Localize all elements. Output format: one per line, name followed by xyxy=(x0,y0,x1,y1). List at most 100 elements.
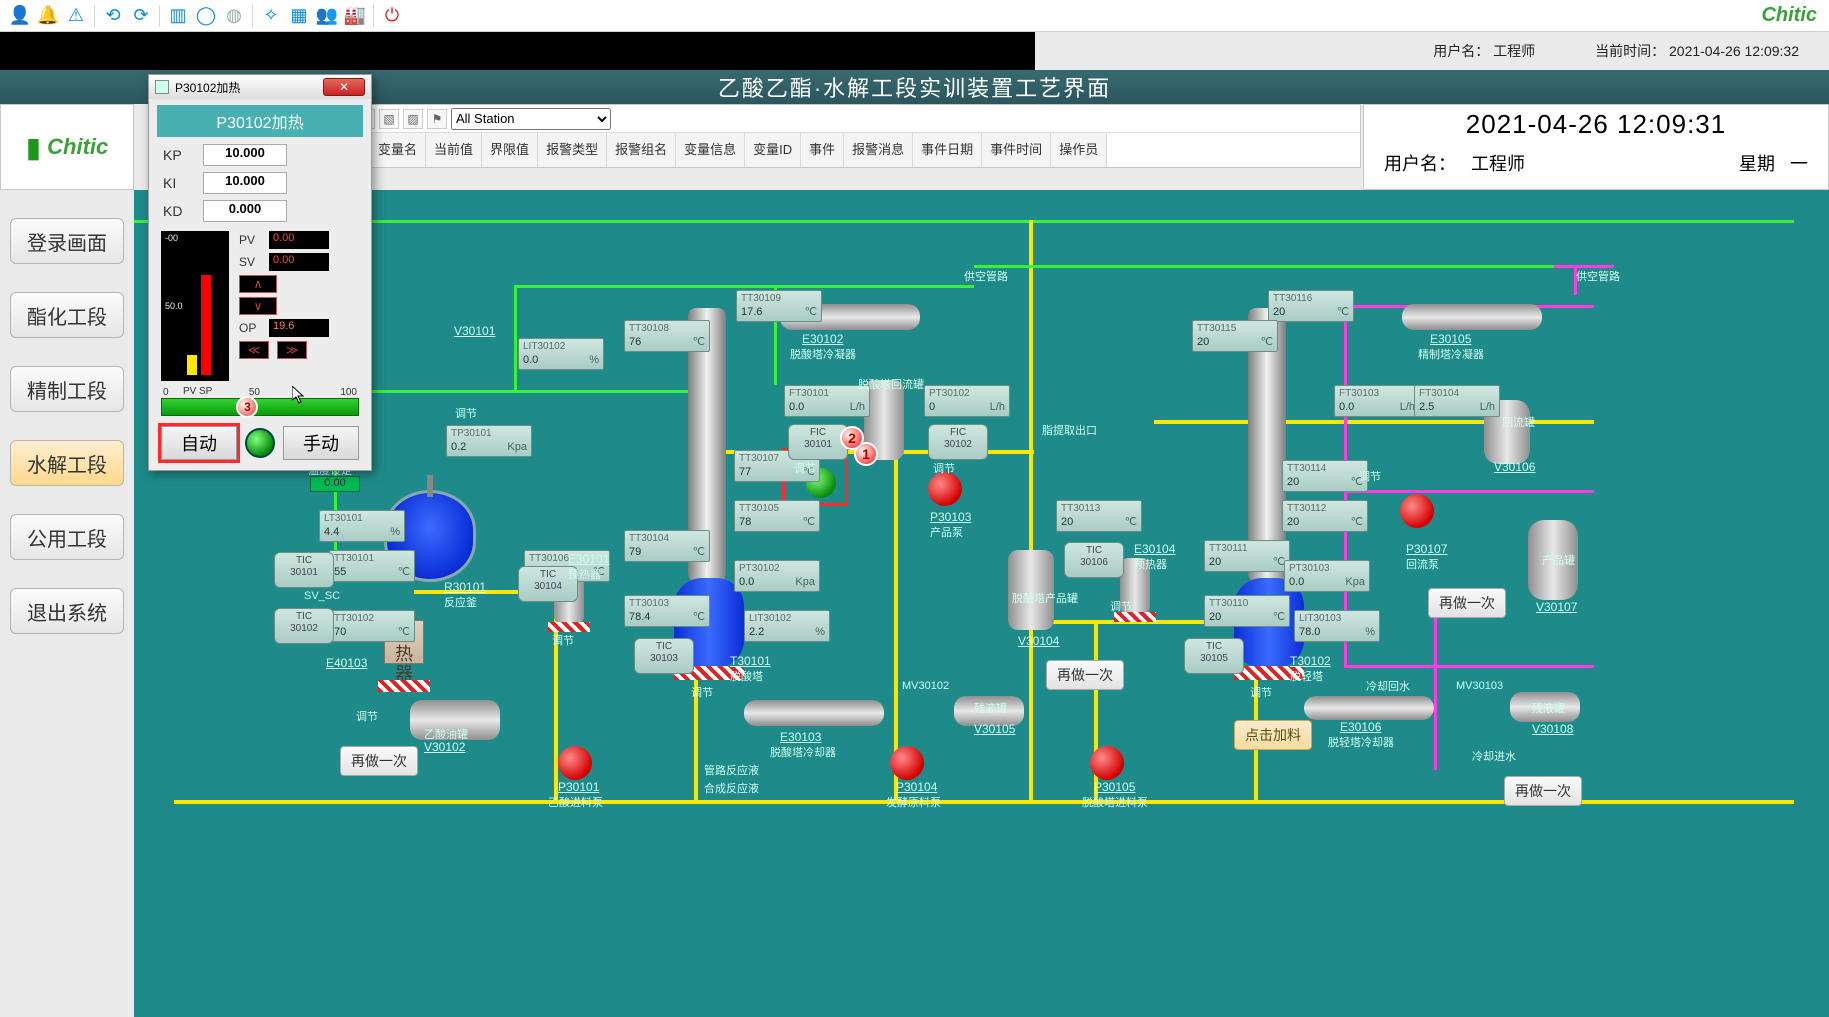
power-icon[interactable]: ⏻ xyxy=(378,2,406,30)
ctl-TIC30106[interactable]: TIC30106 xyxy=(1064,542,1124,578)
event-header[interactable]: 报警消息 xyxy=(844,133,913,167)
tag-TT30113[interactable]: TT30113 20℃ xyxy=(1056,500,1142,532)
pump-P30101[interactable] xyxy=(558,746,592,780)
nav-utility[interactable]: 公用工段 xyxy=(10,514,124,560)
tag-value: 0.0 xyxy=(1289,576,1304,590)
back-icon[interactable]: ⟲ xyxy=(99,2,127,30)
chart-icon[interactable]: ▥ xyxy=(164,2,192,30)
ctl-FIC30101[interactable]: FIC30101 xyxy=(788,424,848,460)
tag-TT30114[interactable]: TT30114 20℃ xyxy=(1282,460,1368,492)
inc-fast-icon[interactable]: ≫ xyxy=(277,341,307,359)
pump-P30107[interactable] xyxy=(1400,494,1434,528)
tag-TT30105[interactable]: TT30105 78℃ xyxy=(734,500,820,532)
auto-button[interactable]: 自动 xyxy=(161,426,237,460)
pump-P30105[interactable] xyxy=(1090,746,1124,780)
ctl-TIC30103[interactable]: TIC30103 xyxy=(634,638,694,674)
nav-ester[interactable]: 酯化工段 xyxy=(10,292,124,338)
tag-TT30109[interactable]: TT30109 17.6℃ xyxy=(736,290,822,322)
down-arrow-icon[interactable]: ∨ xyxy=(239,297,277,315)
kp-value[interactable]: 10.000 xyxy=(203,144,287,166)
tag-LIT30103[interactable]: LIT30103 78.0% xyxy=(1294,610,1380,642)
operator-icon[interactable]: 👥 xyxy=(313,2,341,30)
event-header[interactable]: 变量名 xyxy=(370,133,426,167)
tag-TT30103[interactable]: TT30103 78.4℃ xyxy=(624,595,710,627)
module-icon[interactable]: ▦ xyxy=(285,2,313,30)
event-headers: 报警时间变量名当前值界限值报警类型报警组名变量信息变量ID事件报警消息事件日期事… xyxy=(301,133,1360,167)
stop-icon[interactable]: ◯ xyxy=(192,2,220,30)
network-icon[interactable]: ✧ xyxy=(257,2,285,30)
event-tool-icon[interactable]: ▨ xyxy=(403,109,423,129)
event-header[interactable]: 报警组名 xyxy=(607,133,676,167)
equipment-label: P30107 xyxy=(1406,542,1447,556)
station-select[interactable]: All Station xyxy=(451,108,611,130)
redo-button[interactable]: 再做一次 xyxy=(340,746,418,776)
tag-TP30101[interactable]: TP30101 0.2Kpa xyxy=(446,425,532,457)
nav-logo: ▮ Chitic xyxy=(0,104,134,190)
nav-exit[interactable]: 退出系统 xyxy=(10,588,124,634)
tag-TT30102[interactable]: TT30102 70℃ xyxy=(329,610,415,642)
load-material-button[interactable]: 点击加料 xyxy=(1234,720,1312,750)
gauge-area: -00 50.0 PV SP PV0.00 SV0.00 ∧ ∨ OP19.6 … xyxy=(149,225,371,383)
tag-TT30112[interactable]: TT30112 20℃ xyxy=(1282,500,1368,532)
globe-icon[interactable]: ◍ xyxy=(220,2,248,30)
ki-value[interactable]: 10.000 xyxy=(203,172,287,194)
nav-hydrolysis[interactable]: 水解工段 xyxy=(10,440,124,486)
manual-button[interactable]: 手动 xyxy=(283,426,359,460)
tag-LIT30102b[interactable]: LIT30102 2.2% xyxy=(744,610,830,642)
tag-TT30108[interactable]: TT30108 76℃ xyxy=(624,320,710,352)
building-icon[interactable]: 🏭 xyxy=(341,2,369,30)
dec-fast-icon[interactable]: ≪ xyxy=(239,341,269,359)
tag-FT30104[interactable]: FT30104 2.5L/h xyxy=(1414,385,1500,417)
pump-P30103[interactable] xyxy=(928,472,962,506)
pump-P30104[interactable] xyxy=(890,746,924,780)
tag-label: FT30104 xyxy=(1419,388,1495,401)
user-icon[interactable]: 👤 xyxy=(6,2,34,30)
equipment-sublabel: 脱酸塔冷凝器 xyxy=(790,346,856,362)
forward-icon[interactable]: ⟳ xyxy=(127,2,155,30)
redo-button[interactable]: 再做一次 xyxy=(1428,588,1506,618)
tag-TT30110[interactable]: TT30110 20℃ xyxy=(1204,595,1290,627)
event-header[interactable]: 事件时间 xyxy=(982,133,1051,167)
tag-FT30103[interactable]: FT30103 0.0L/h xyxy=(1334,385,1420,417)
slider-track[interactable]: 3 xyxy=(161,398,359,416)
event-header[interactable]: 当前值 xyxy=(426,133,482,167)
redo-button[interactable]: 再做一次 xyxy=(1504,776,1582,806)
bell-icon[interactable]: 🔔 xyxy=(34,2,62,30)
up-arrow-icon[interactable]: ∧ xyxy=(239,275,277,293)
modal-titlebar[interactable]: P30102加热 ✕ xyxy=(149,75,371,99)
event-header[interactable]: 变量信息 xyxy=(676,133,745,167)
ctl-TIC30105[interactable]: TIC30105 xyxy=(1184,638,1244,674)
ctl-TIC30101[interactable]: TIC30101 xyxy=(274,552,334,588)
tag-LT30101[interactable]: LT30101 4.4% xyxy=(319,510,405,542)
event-header[interactable]: 报警类型 xyxy=(538,133,607,167)
event-tool-icon[interactable]: ▧ xyxy=(379,109,399,129)
tag-TT30116[interactable]: TT30116 20℃ xyxy=(1268,290,1354,322)
tag-LIT30102[interactable]: LIT30102 0.0% xyxy=(518,338,604,370)
slider-thumb[interactable]: 3 xyxy=(236,396,258,418)
nav-refine[interactable]: 精制工段 xyxy=(10,366,124,412)
event-header[interactable]: 事件 xyxy=(801,133,844,167)
tag-TT30101[interactable]: TT30101 55℃ xyxy=(329,550,415,582)
ctl-FIC30102[interactable]: FIC30102 xyxy=(928,424,988,460)
event-header[interactable]: 操作员 xyxy=(1051,133,1107,167)
tag-TT30104[interactable]: TT30104 79℃ xyxy=(624,530,710,562)
tag-PT30102[interactable]: PT30102 0L/h xyxy=(924,385,1010,417)
tag-PT30103[interactable]: PT30103 0.0Kpa xyxy=(1284,560,1370,592)
equipment-sublabel: 脱轻塔冷却器 xyxy=(1328,734,1394,750)
tag-TT30111[interactable]: TT30111 20℃ xyxy=(1204,540,1290,572)
event-header[interactable]: 变量ID xyxy=(745,133,801,167)
ctl-TIC30102[interactable]: TIC30102 xyxy=(274,608,334,644)
tag-PT30102b[interactable]: PT30102 0.0Kpa xyxy=(734,560,820,592)
tag-TT30115[interactable]: TT30115 20℃ xyxy=(1192,320,1278,352)
close-icon[interactable]: ✕ xyxy=(323,78,365,96)
tag-label: TT30111 xyxy=(1209,543,1285,556)
setpoint-value[interactable]: 0.00 xyxy=(310,476,360,492)
event-header[interactable]: 界限值 xyxy=(482,133,538,167)
clock-user: 用户名： 工程师 xyxy=(1384,150,1525,176)
event-tool-icon[interactable]: ⚑ xyxy=(427,109,447,129)
redo-button[interactable]: 再做一次 xyxy=(1046,660,1124,690)
kd-value[interactable]: 0.000 xyxy=(203,200,287,222)
event-header[interactable]: 事件日期 xyxy=(913,133,982,167)
alarm-icon[interactable]: ⚠ xyxy=(62,2,90,30)
nav-login[interactable]: 登录画面 xyxy=(10,218,124,264)
